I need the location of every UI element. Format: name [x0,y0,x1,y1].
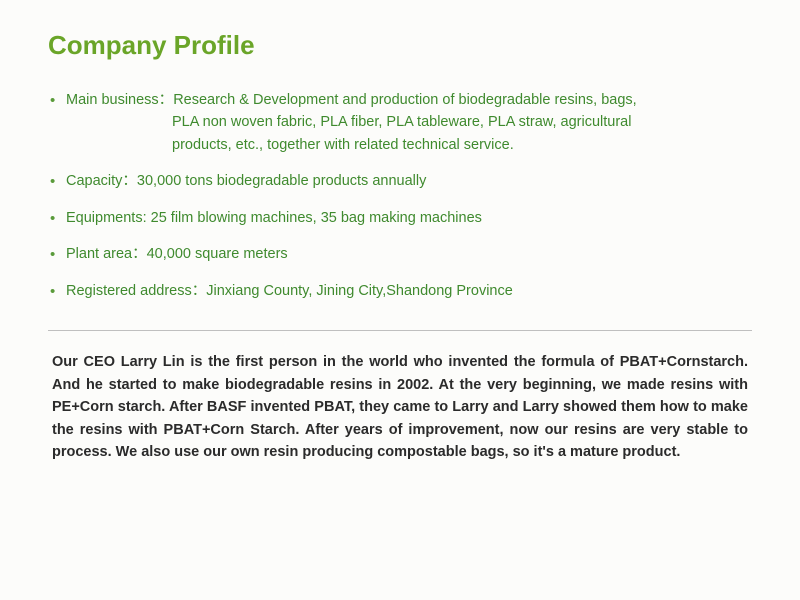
company-story-paragraph: Our CEO Larry Lin is the first person in… [48,351,752,463]
bullet-value: 25 film blowing machines, 35 bag making … [151,210,482,226]
bullet-label: Capacity： [66,173,137,189]
bullet-main-business: Main business：Research & Development and… [48,89,752,156]
section-divider [48,330,752,331]
bullet-plant-area: Plant area：40,000 square meters [48,243,752,265]
bullet-value: 30,000 tons biodegradable products annua… [137,173,426,189]
page-title: Company Profile [48,30,752,61]
bullet-value: 40,000 square meters [147,246,288,262]
bullet-value: Research & Development and production of… [173,92,636,108]
bullet-equipments: Equipments: 25 film blowing machines, 35… [48,207,752,229]
bullet-capacity: Capacity：30,000 tons biodegradable produ… [48,170,752,192]
bullet-value: Jinxiang County, Jining City,Shandong Pr… [206,283,513,299]
bullet-label: Equipments: [66,210,151,226]
bullet-list: Main business：Research & Development and… [48,89,752,302]
bullet-value-line2: PLA non woven fabric, PLA fiber, PLA tab… [66,111,752,133]
bullet-label: Registered address： [66,283,206,299]
bullet-value-line3: products, etc., together with related te… [66,134,752,156]
bullet-label: Main business： [66,92,173,108]
bullet-registered-address: Registered address：Jinxiang County, Jini… [48,280,752,302]
bullet-label: Plant area： [66,246,147,262]
